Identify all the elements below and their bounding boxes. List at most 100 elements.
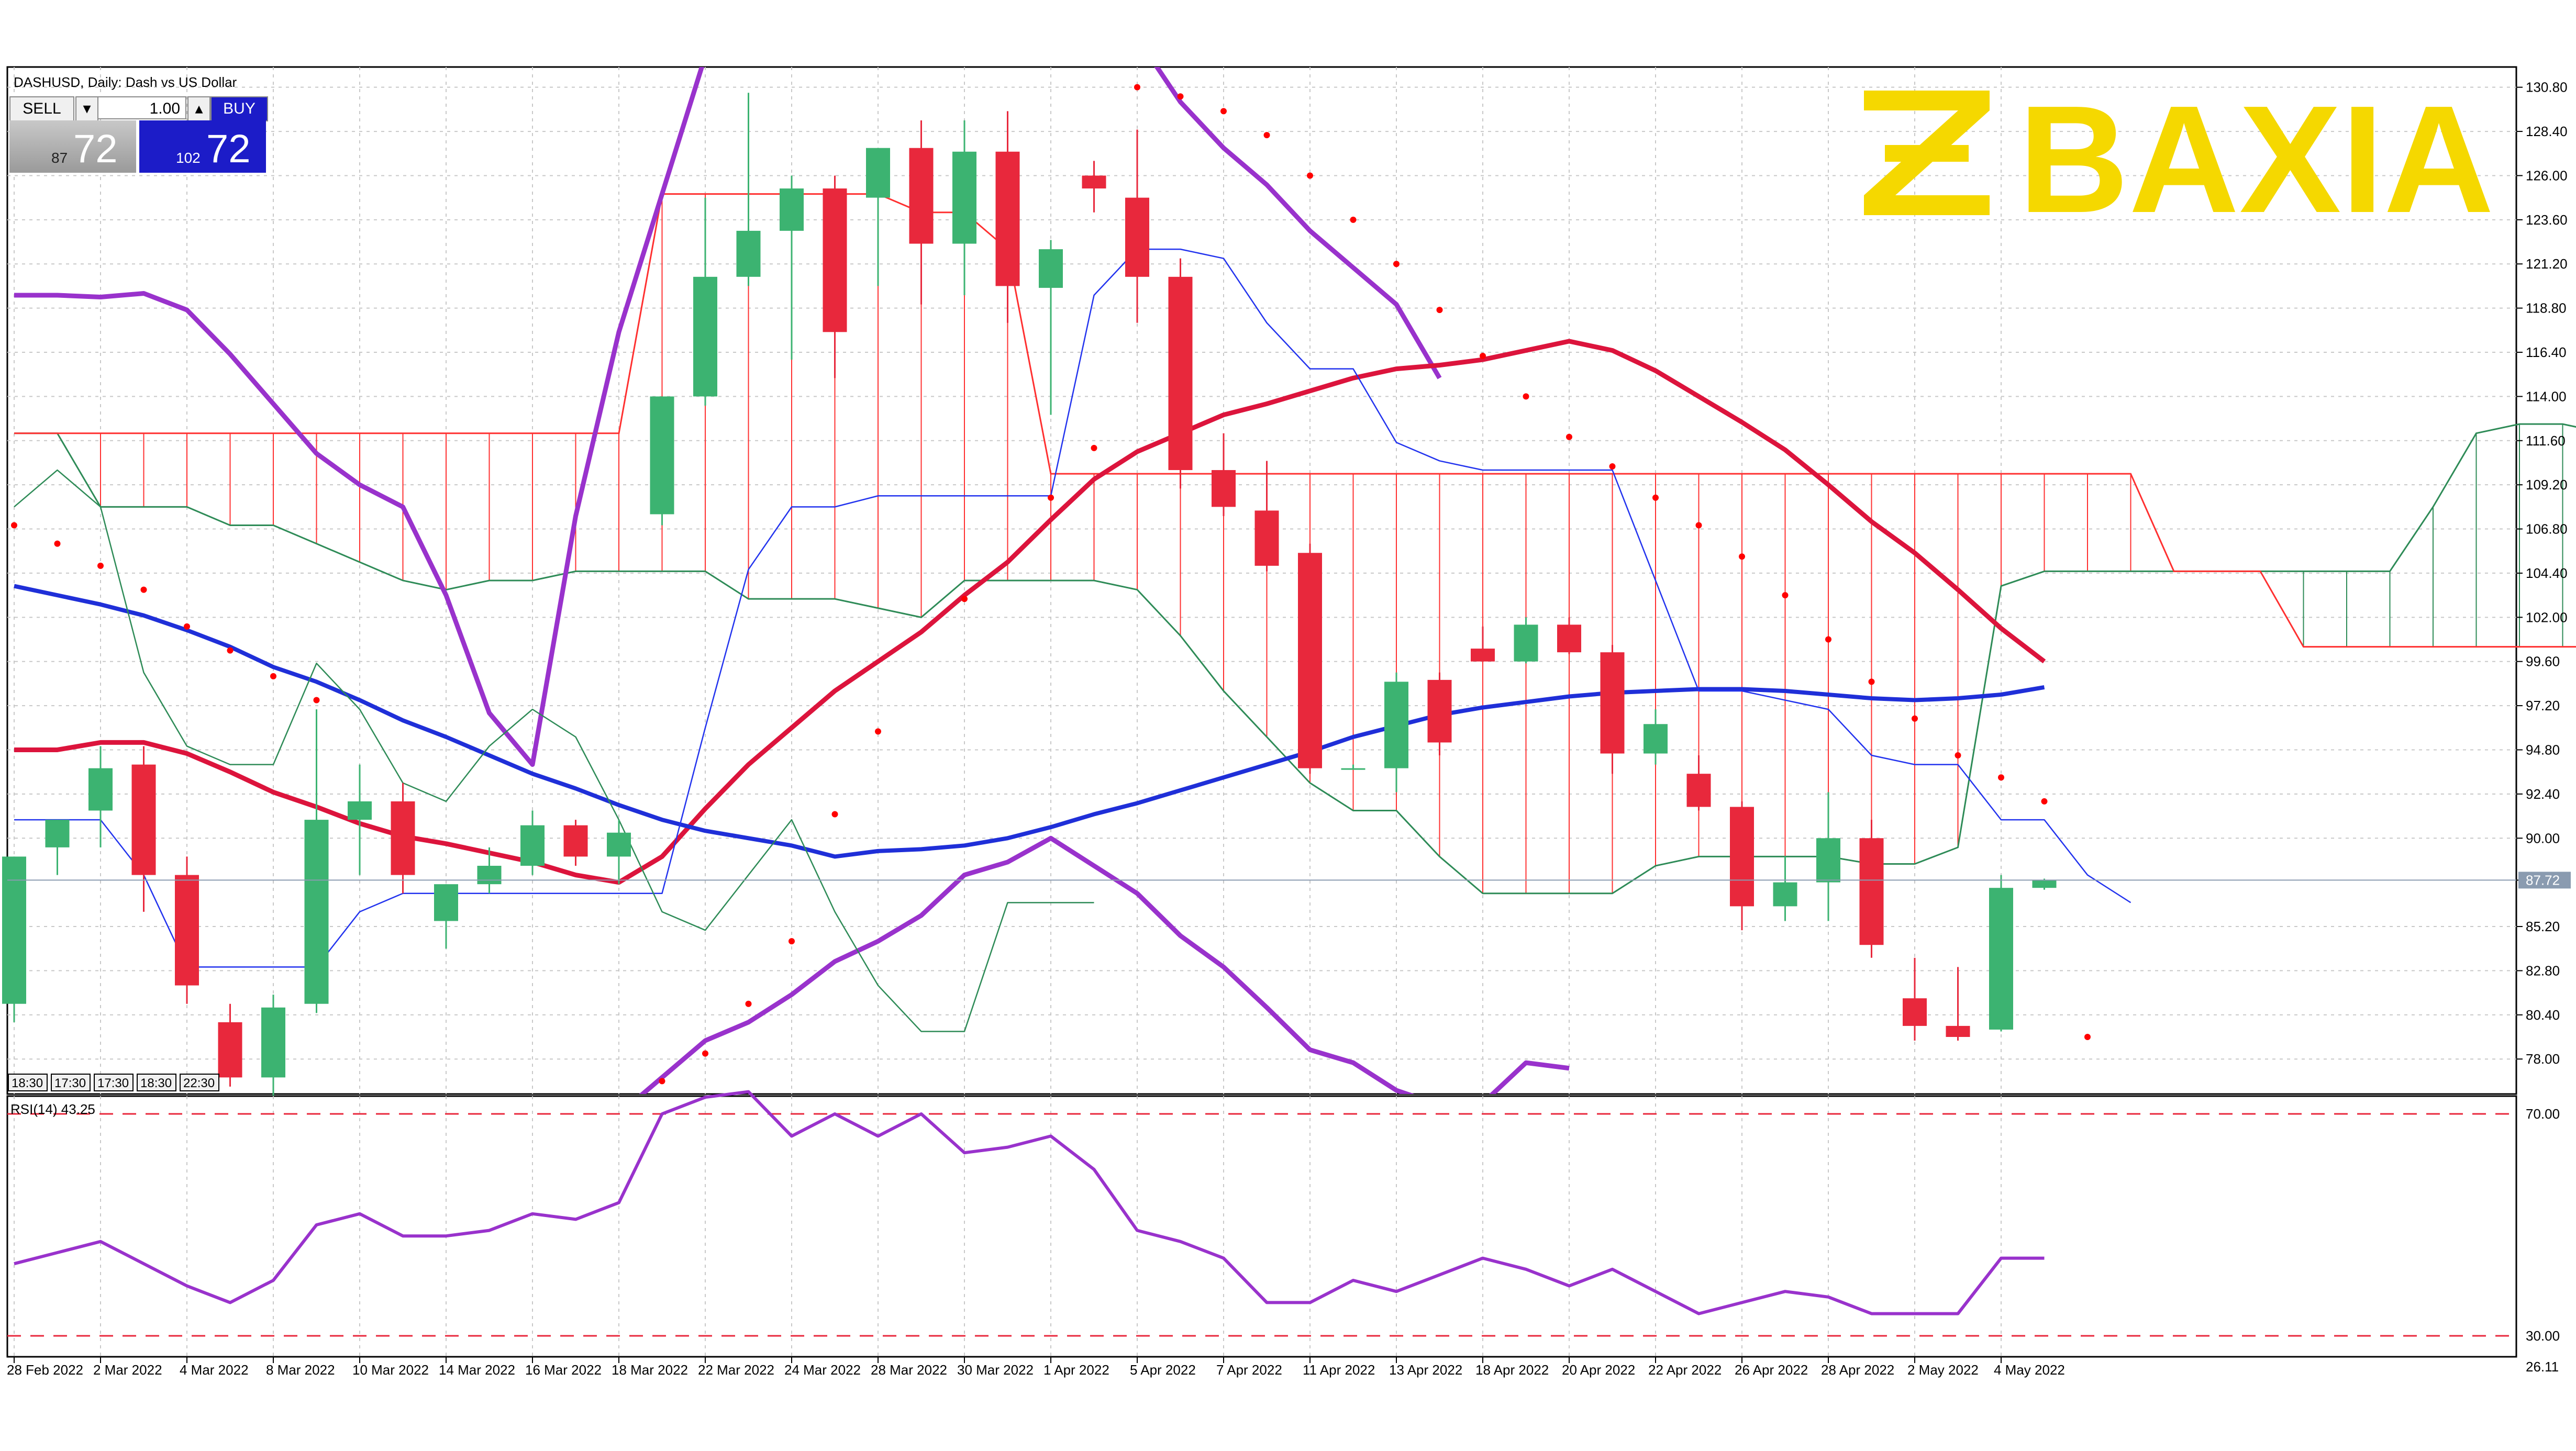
- date-tick-label: 28 Mar 2022: [871, 1362, 947, 1378]
- buy-price-box[interactable]: 102 72: [139, 120, 266, 173]
- candle-body: [434, 884, 458, 921]
- sar-dot: [1998, 774, 2004, 781]
- candle-body: [1471, 649, 1495, 662]
- baxia-logo-mark: [1864, 91, 1990, 215]
- baxia-logo-text: BAXIA: [2018, 86, 2494, 222]
- sell-price-box[interactable]: 87 72: [9, 120, 136, 173]
- candle-body: [1859, 838, 1884, 945]
- candle-body: [1644, 724, 1668, 754]
- sar-dot: [659, 1078, 665, 1085]
- date-tick-label: 28 Apr 2022: [1821, 1362, 1894, 1378]
- sar-dot: [1609, 463, 1616, 470]
- sar-dot: [54, 540, 61, 547]
- moving-average-blue: [14, 584, 2045, 859]
- session-tag-label: 18:30: [140, 1076, 172, 1090]
- buy-price-big: 72: [206, 127, 251, 171]
- date-tick-label: 7 Apr 2022: [1216, 1362, 1282, 1378]
- sar-dot: [11, 522, 17, 529]
- date-tick-label: 11 Apr 2022: [1303, 1362, 1375, 1378]
- date-tick-label: 18 Mar 2022: [612, 1362, 688, 1378]
- sar-dot: [97, 562, 104, 569]
- price-tick-label: 94.80: [2526, 742, 2560, 757]
- session-tag-label: 17:30: [54, 1076, 86, 1090]
- candle-body: [304, 820, 329, 1004]
- candle-body: [952, 151, 976, 244]
- sar-dot: [961, 596, 968, 602]
- date-tick-label: 24 Mar 2022: [784, 1362, 861, 1378]
- sar-dot: [1955, 752, 1961, 759]
- date-tick-label: 22 Mar 2022: [698, 1362, 774, 1378]
- price-tick-label: 118.80: [2526, 300, 2567, 316]
- date-tick-label: 13 Apr 2022: [1389, 1362, 1462, 1378]
- candle-body: [1427, 679, 1452, 743]
- date-tick-label: 10 Mar 2022: [352, 1362, 429, 1378]
- sar-dot: [184, 623, 190, 630]
- price-axis: 130.80 128.40 126.00 123.60 121.20 118.80 116.…: [7, 80, 2571, 1067]
- candle-body: [995, 151, 1020, 286]
- sar-dot: [1695, 522, 1702, 529]
- price-tick-label: 82.80: [2526, 963, 2560, 978]
- sar-dot: [1048, 494, 1054, 501]
- price-tick-label: 92.40: [2526, 786, 2560, 802]
- price-tick-label: 97.20: [2526, 698, 2560, 713]
- session-tag-label: 18:30: [12, 1076, 43, 1090]
- candle-body: [1168, 276, 1193, 471]
- candle-body: [1600, 652, 1625, 754]
- candle-body: [1686, 774, 1711, 807]
- candle-body: [736, 230, 761, 277]
- candle-body: [650, 396, 674, 515]
- sar-dot: [1480, 353, 1486, 360]
- candle-body: [45, 820, 70, 847]
- sell-button[interactable]: SELL: [9, 96, 74, 121]
- candle-body: [1903, 998, 1927, 1026]
- candle-body: [1298, 553, 1322, 768]
- date-tick-label: 26 Apr 2022: [1735, 1362, 1808, 1378]
- session-tag-label: 17:30: [97, 1076, 129, 1090]
- candle-body: [1082, 175, 1106, 189]
- symbol-title: DASHUSD, Daily: Dash vs US Dollar: [14, 74, 237, 90]
- current-price-tag: [2518, 872, 2571, 889]
- price-tick-label: 90.00: [2526, 830, 2560, 846]
- price-tick-label: 111.60: [2526, 433, 2566, 449]
- candles: [2, 93, 2057, 1096]
- lot-input[interactable]: 1.00: [97, 96, 186, 119]
- bollinger-lower: [639, 835, 1570, 1094]
- candle-body: [1730, 807, 1754, 907]
- candle-body: [1341, 768, 1365, 770]
- date-tick-label: 4 Mar 2022: [180, 1362, 249, 1378]
- date-tick-label: 2 May 2022: [1907, 1362, 1979, 1378]
- session-tag-label: 22:30: [183, 1076, 215, 1090]
- lot-decrease-button[interactable]: ▾: [75, 96, 98, 121]
- sar-dot: [313, 697, 320, 704]
- lot-increase-button[interactable]: ▴: [187, 96, 210, 121]
- price-tick-label: 80.40: [2526, 1007, 2560, 1023]
- sar-dot: [831, 811, 838, 818]
- sar-dot: [1739, 553, 1745, 560]
- price-tick-label: 106.80: [2526, 521, 2568, 537]
- candle-body: [1254, 510, 1279, 566]
- sell-price-small: 87: [51, 150, 68, 166]
- candle-body: [1514, 624, 1538, 662]
- price-tick-label: 87.72: [2526, 872, 2560, 888]
- sar-dot: [1436, 307, 1443, 314]
- chikou-line: [14, 469, 1094, 1032]
- session-tags: 18:30 17:30 17:30 18:30 22:30: [8, 1074, 219, 1091]
- candle-body: [1773, 882, 1797, 907]
- rsi-scale-label: 26.11: [2526, 1359, 2559, 1375]
- session-tag: [137, 1074, 176, 1091]
- sar-dot: [1091, 444, 1097, 451]
- candle-body: [1212, 470, 1236, 507]
- price-tick-label: 78.00: [2526, 1051, 2560, 1067]
- sar-dot: [270, 673, 276, 679]
- sar-dot: [875, 728, 881, 735]
- candle-body: [1557, 624, 1581, 653]
- date-tick-label: 28 Feb 2022: [7, 1362, 83, 1378]
- date-tick-label: 1 Apr 2022: [1043, 1362, 1109, 1378]
- candle-body: [823, 188, 847, 332]
- sar-dot: [1652, 494, 1659, 501]
- buy-button[interactable]: BUY: [210, 96, 268, 121]
- candle-body: [1989, 888, 2013, 1030]
- price-tick-label: 126.00: [2526, 168, 2568, 183]
- sar-dot: [1134, 84, 1140, 91]
